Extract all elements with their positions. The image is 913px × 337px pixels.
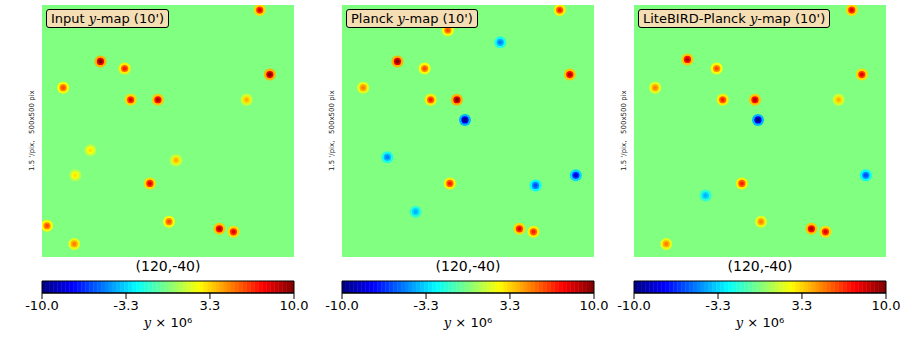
html-text:(120,-40): (120,-40) (435, 258, 501, 274)
html-text:Input y -map (10'): Input y -map (10') (51, 11, 165, 26)
html-text:Planck y -map (10'): Planck y -map (10') (351, 11, 473, 26)
html-text:1.5 '/pix, 500x500 pix: 1.5 '/pix, 500x500 pix (28, 90, 36, 172)
svg-text:-3.3: -3.3 (113, 298, 138, 313)
html-text:1.5 '/pix, 500x500 pix: 1.5 '/pix, 500x500 pix (620, 90, 628, 172)
svg-text:-10.0: -10.0 (617, 298, 651, 313)
svg-text:-10.0: -10.0 (25, 298, 59, 313)
svg-text:3.3: 3.3 (500, 298, 521, 313)
svg-text:10.0: 10.0 (280, 298, 309, 313)
svg-text:-3.3: -3.3 (413, 298, 438, 313)
svg-text:-3.3: -3.3 (705, 298, 730, 313)
svg-text:10.0: 10.0 (580, 298, 609, 313)
html-text:1.5 '/pix, 500x500 pix: 1.5 '/pix, 500x500 pix (328, 90, 336, 172)
html-text:(120,-40): (120,-40) (135, 258, 201, 274)
html-text:y × 10⁶: y × 10⁶ (443, 315, 493, 330)
svg-text:3.3: 3.3 (792, 298, 813, 313)
svg-text:-10.0: -10.0 (325, 298, 359, 313)
html-text:y × 10⁶: y × 10⁶ (143, 315, 193, 330)
html-text:LiteBIRD-Planck y -map (10'): LiteBIRD-Planck y -map (10') (643, 11, 826, 26)
html-text:y × 10⁶: y × 10⁶ (735, 315, 785, 330)
svg-text:10.0: 10.0 (872, 298, 901, 313)
html-text:(120,-40): (120,-40) (727, 258, 793, 274)
svg-text:3.3: 3.3 (200, 298, 221, 313)
